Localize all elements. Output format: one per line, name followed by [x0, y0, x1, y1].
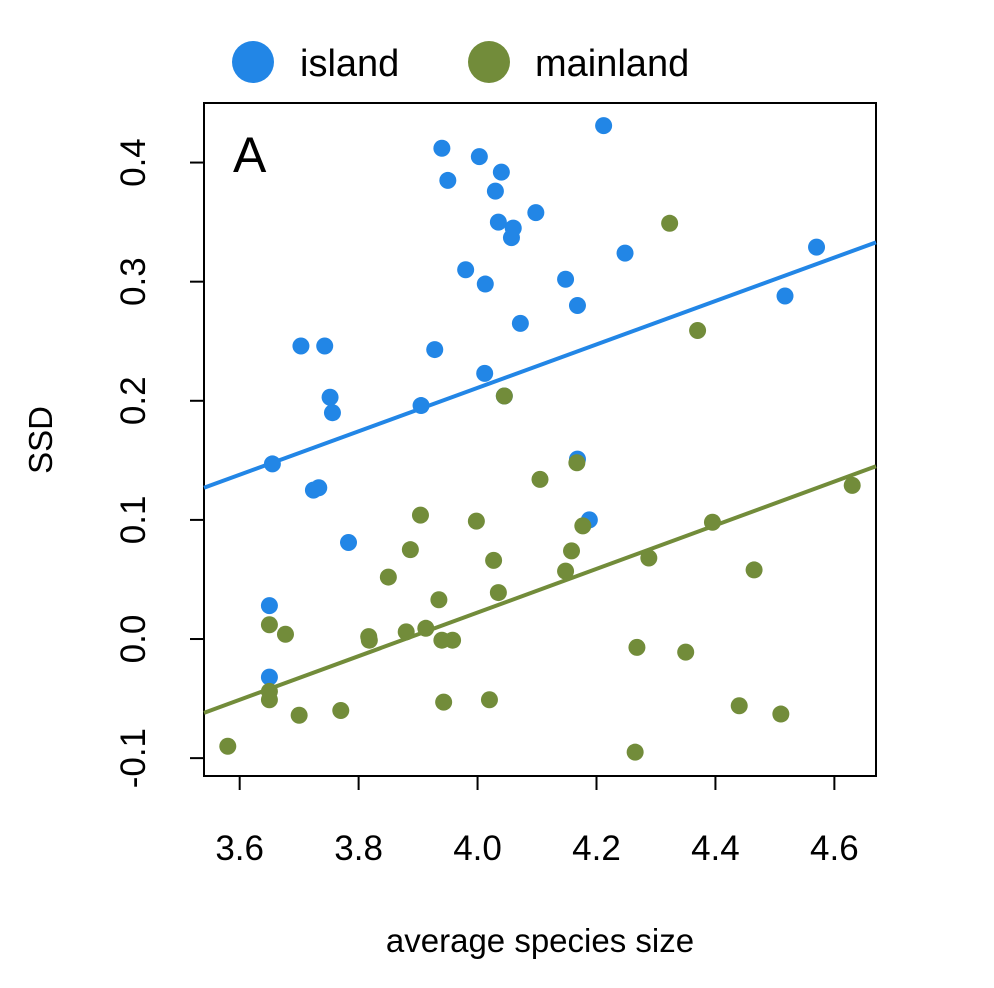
y-tick-label: 0.4: [114, 138, 153, 187]
point-island: [439, 171, 457, 189]
y-tick-label: 0.0: [114, 615, 153, 664]
y-axis: -0.1 0.0 0.1 0.2 0.3 0.4: [114, 138, 204, 788]
point-island: [476, 364, 494, 382]
point-mainland: [260, 616, 278, 634]
point-mainland: [531, 470, 549, 488]
fit-line-island: [203, 240, 877, 490]
point-mainland: [730, 697, 748, 715]
point-island: [316, 337, 334, 355]
point-island: [808, 238, 826, 256]
point-mainland: [397, 623, 415, 641]
point-mainland: [467, 512, 485, 530]
data-points: [219, 117, 861, 761]
point-island: [504, 219, 522, 237]
point-mainland: [260, 691, 278, 709]
x-axis: 3.6 3.8 4.0 4.2 4.4 4.6: [215, 776, 859, 868]
x-tick-label: 4.2: [572, 829, 621, 868]
panel-label: A: [233, 127, 267, 183]
point-mainland: [480, 691, 498, 709]
legend-marker-mainland: [468, 41, 510, 83]
legend-label-island: island: [300, 43, 399, 85]
point-island: [527, 204, 545, 222]
point-mainland: [628, 638, 646, 656]
y-tick-label: 0.2: [114, 376, 153, 425]
point-island: [260, 597, 278, 615]
fit-line-mainland: [203, 464, 877, 715]
point-island: [595, 117, 613, 135]
x-tick-label: 4.6: [810, 829, 859, 868]
x-tick-label: 4.0: [453, 829, 502, 868]
point-island: [489, 213, 507, 231]
point-mainland: [401, 541, 419, 559]
point-mainland: [843, 476, 861, 494]
point-mainland: [332, 701, 350, 719]
point-island: [486, 182, 504, 200]
point-island: [321, 388, 339, 406]
point-mainland: [276, 625, 294, 643]
point-mainland: [677, 643, 695, 661]
point-mainland: [495, 387, 513, 405]
y-tick-label: 0.3: [114, 257, 153, 306]
point-mainland: [661, 214, 679, 232]
point-mainland: [689, 322, 707, 340]
point-island: [292, 337, 310, 355]
point-island: [340, 534, 358, 552]
y-tick-label: 0.1: [114, 496, 153, 545]
point-mainland: [745, 561, 763, 579]
point-mainland: [626, 743, 644, 761]
point-island: [260, 668, 278, 686]
point-mainland: [563, 542, 581, 560]
point-island: [263, 455, 281, 473]
point-island: [412, 397, 430, 415]
point-mainland: [290, 706, 308, 724]
point-mainland: [417, 619, 435, 637]
point-mainland: [640, 549, 658, 567]
point-mainland: [430, 591, 448, 609]
point-mainland: [435, 693, 453, 711]
point-island: [568, 296, 586, 314]
point-mainland: [489, 584, 507, 602]
point-mainland: [485, 551, 503, 569]
point-mainland: [557, 562, 575, 580]
legend: island mainland: [232, 41, 689, 85]
plot-frame: [203, 102, 877, 777]
point-island: [776, 287, 794, 305]
point-mainland: [219, 737, 237, 755]
legend-label-mainland: mainland: [535, 43, 689, 85]
point-island: [492, 163, 510, 181]
point-mainland: [574, 517, 592, 535]
y-axis-label: SSD: [22, 406, 59, 474]
point-mainland: [703, 513, 721, 531]
point-island: [511, 314, 529, 332]
point-mainland: [772, 705, 790, 723]
point-mainland: [360, 631, 378, 649]
point-mainland: [444, 631, 462, 649]
x-tick-label: 4.4: [691, 829, 740, 868]
x-axis-label: average species size: [386, 922, 694, 959]
point-island: [557, 270, 575, 288]
point-island: [476, 275, 494, 293]
legend-marker-island: [232, 41, 274, 83]
x-tick-label: 3.8: [334, 829, 383, 868]
point-mainland: [379, 568, 397, 586]
point-mainland: [411, 506, 429, 524]
point-island: [426, 341, 444, 359]
x-tick-label: 3.6: [215, 829, 264, 868]
point-island: [310, 479, 328, 497]
point-island: [616, 244, 634, 262]
fit-lines: [203, 240, 877, 715]
point-island: [323, 404, 341, 422]
point-island: [470, 148, 488, 166]
point-island: [433, 139, 451, 157]
point-island: [457, 261, 475, 279]
point-mainland: [568, 454, 586, 472]
y-tick-label: -0.1: [114, 728, 153, 788]
